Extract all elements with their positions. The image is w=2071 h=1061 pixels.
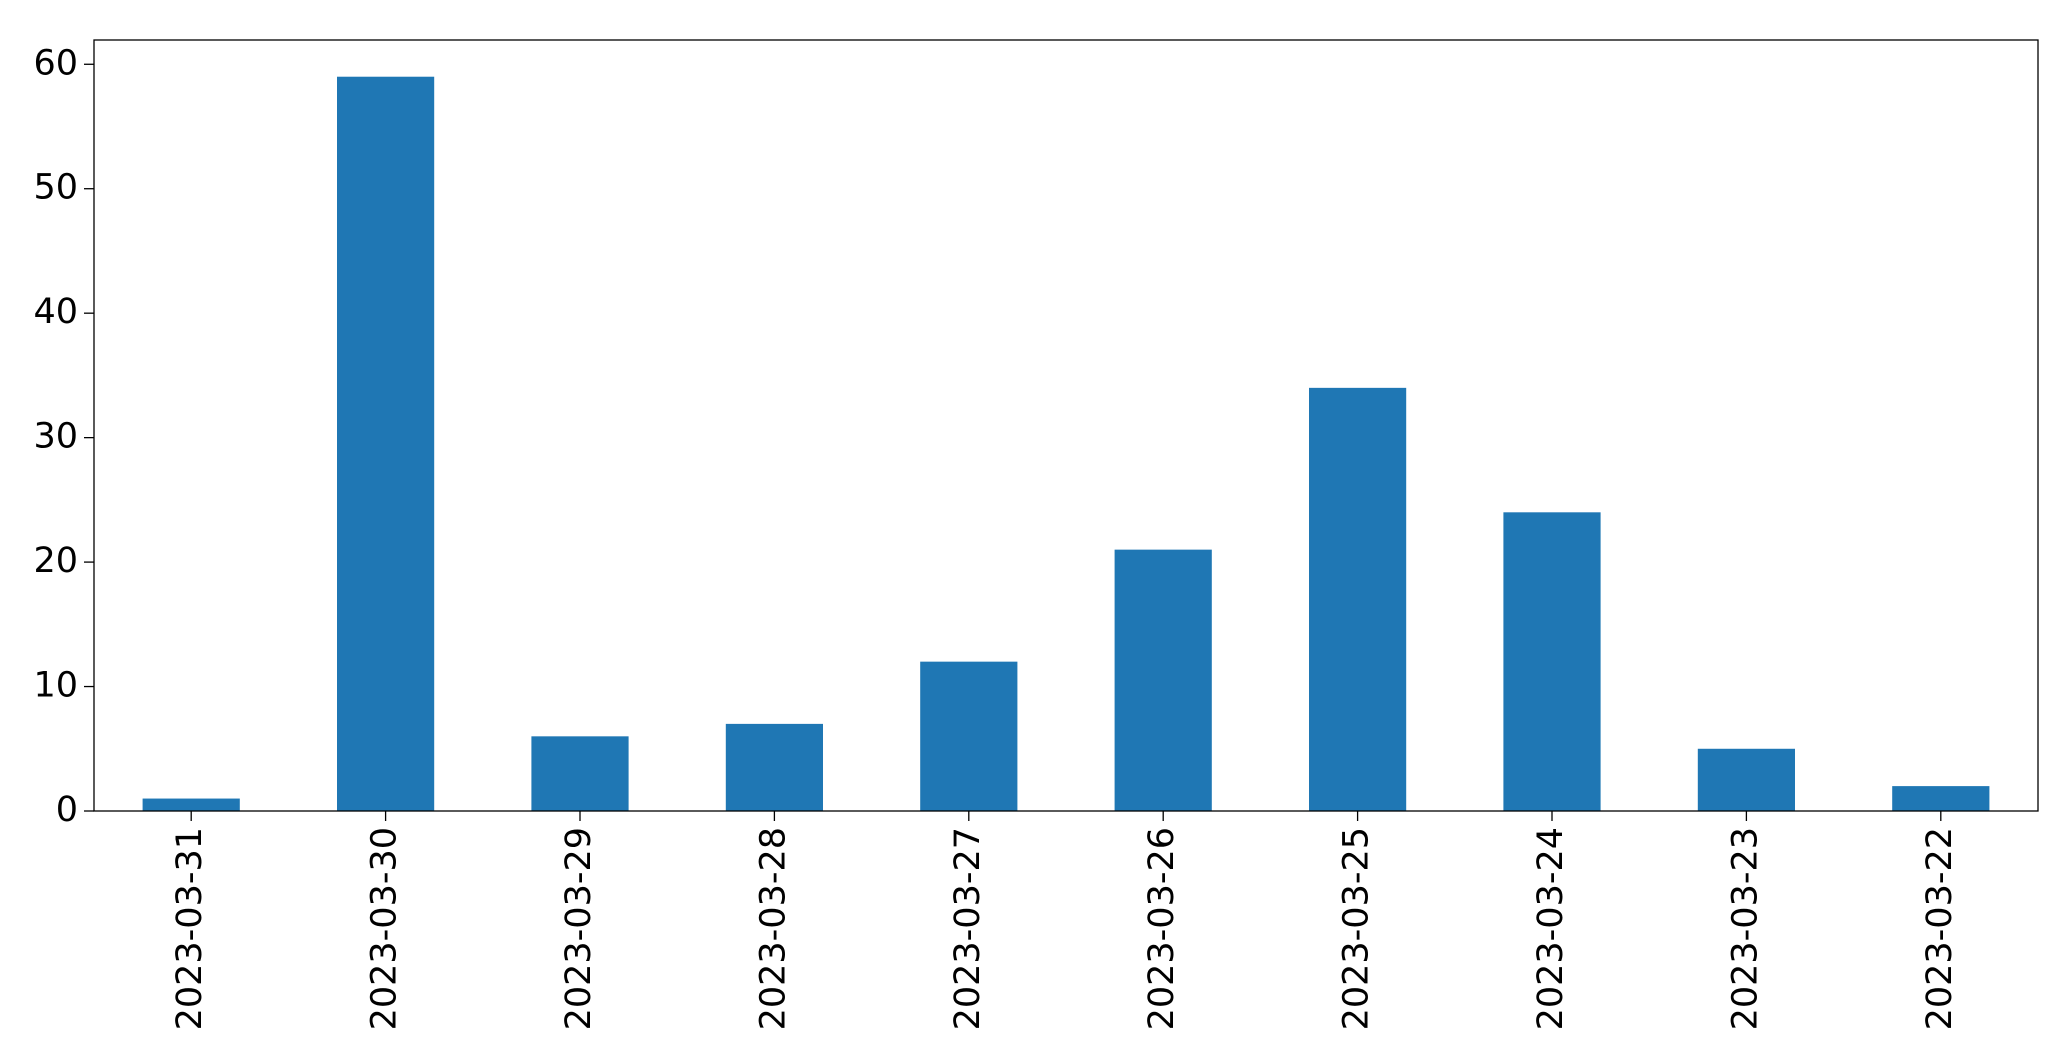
bar [337, 76, 435, 811]
y-tick-label: 30 [33, 417, 78, 457]
y-tick-label: 20 [33, 541, 78, 581]
bar [1503, 512, 1601, 811]
bar [920, 661, 1018, 811]
y-tick-label: 10 [33, 666, 78, 706]
x-tick-label: 2023-03-24 [1531, 827, 1571, 1030]
x-tick-label: 2023-03-31 [170, 827, 210, 1030]
y-tick-label: 0 [56, 790, 78, 830]
x-tick-label: 2023-03-22 [1920, 827, 1960, 1030]
x-tick-label: 2023-03-25 [1337, 827, 1377, 1030]
bar [725, 723, 823, 811]
y-tick-label: 40 [33, 292, 78, 332]
x-tick-label: 2023-03-30 [365, 827, 405, 1030]
x-tick-label: 2023-03-26 [1142, 827, 1182, 1030]
bar [1697, 748, 1795, 811]
bar [1892, 786, 1990, 811]
x-tick-label: 2023-03-28 [753, 827, 793, 1030]
bar [142, 798, 240, 811]
x-tick-label: 2023-03-27 [948, 827, 988, 1030]
y-tick-label: 60 [33, 43, 78, 83]
bar [531, 736, 629, 811]
x-tick-label: 2023-03-29 [559, 827, 599, 1030]
y-tick-label: 50 [33, 168, 78, 208]
bar [1114, 549, 1212, 811]
plot-frame [93, 39, 2039, 812]
x-tick-label: 2023-03-23 [1725, 827, 1765, 1030]
bar [1309, 387, 1407, 811]
